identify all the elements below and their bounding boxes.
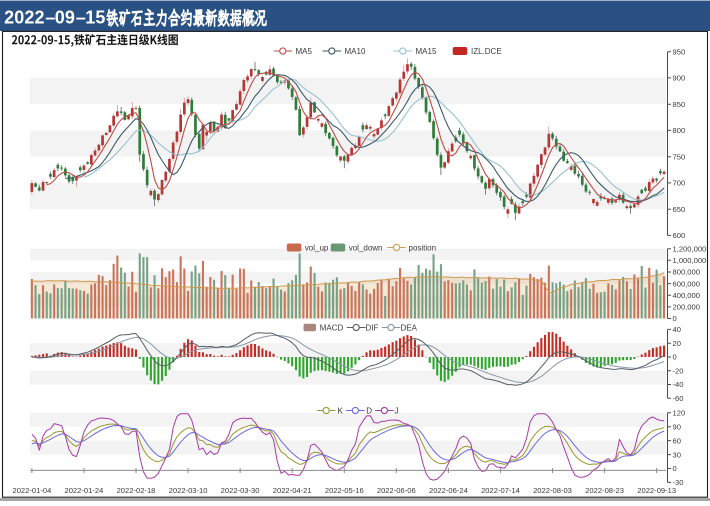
svg-text:600: 600 xyxy=(673,231,686,240)
svg-text:2022-01-24: 2022-01-24 xyxy=(64,486,103,495)
svg-text:MA5: MA5 xyxy=(296,47,313,56)
svg-text:60: 60 xyxy=(673,436,681,445)
svg-text:-20: -20 xyxy=(673,366,684,375)
svg-text:2022-01-04: 2022-01-04 xyxy=(12,486,51,495)
svg-text:2022-06-24: 2022-06-24 xyxy=(429,486,468,495)
svg-text:0: 0 xyxy=(673,464,677,473)
svg-text:700: 700 xyxy=(673,179,686,188)
svg-text:200,000: 200,000 xyxy=(673,303,700,312)
svg-text:2022–09–15: 2022–09–15 xyxy=(4,7,105,27)
svg-text:2022-08-23: 2022-08-23 xyxy=(585,486,624,495)
svg-text:90: 90 xyxy=(673,422,681,431)
svg-text:800,000: 800,000 xyxy=(673,268,700,277)
svg-text:2022-05-16: 2022-05-16 xyxy=(325,486,364,495)
svg-text:-60: -60 xyxy=(673,394,684,403)
svg-text:0: 0 xyxy=(673,353,677,362)
svg-text:MACD: MACD xyxy=(320,323,344,332)
svg-text:vol_up: vol_up xyxy=(305,243,329,252)
svg-text:400,000: 400,000 xyxy=(673,291,700,300)
svg-text:950: 950 xyxy=(673,47,686,56)
svg-text:2022-04-21: 2022-04-21 xyxy=(273,486,312,495)
svg-text:40: 40 xyxy=(673,325,681,334)
svg-text:DIF: DIF xyxy=(366,323,379,332)
svg-text:MA10: MA10 xyxy=(345,47,366,56)
svg-text:2022-06-06: 2022-06-06 xyxy=(377,486,416,495)
svg-text:position: position xyxy=(409,243,437,252)
svg-text:D: D xyxy=(366,406,372,415)
svg-text:2022-03-10: 2022-03-10 xyxy=(169,486,208,495)
svg-text:DEA: DEA xyxy=(401,323,418,332)
svg-text:800: 800 xyxy=(673,126,686,135)
svg-text:900: 900 xyxy=(673,74,686,83)
svg-text:1,200,000: 1,200,000 xyxy=(673,244,707,253)
svg-text:20: 20 xyxy=(673,339,681,348)
svg-text:30: 30 xyxy=(673,450,681,459)
svg-text:650: 650 xyxy=(673,205,686,214)
svg-text:120: 120 xyxy=(673,409,686,418)
svg-text:2022-02-18: 2022-02-18 xyxy=(117,486,156,495)
svg-text:MA15: MA15 xyxy=(416,47,437,56)
svg-text:K: K xyxy=(338,406,344,415)
svg-text:2022-03-30: 2022-03-30 xyxy=(221,486,260,495)
svg-text:2022-07-14: 2022-07-14 xyxy=(481,486,520,495)
svg-text:J: J xyxy=(395,406,399,415)
svg-text:850: 850 xyxy=(673,100,686,109)
svg-text:-40: -40 xyxy=(673,380,684,389)
svg-text:IZL.DCE: IZL.DCE xyxy=(471,47,502,56)
svg-text:2022-09-13: 2022-09-13 xyxy=(637,486,676,495)
svg-text:750: 750 xyxy=(673,152,686,161)
svg-text:vol_down: vol_down xyxy=(349,243,383,252)
svg-text:2022-08-03: 2022-08-03 xyxy=(533,486,572,495)
svg-text:0: 0 xyxy=(673,314,677,323)
svg-text:1,000,000: 1,000,000 xyxy=(673,256,707,265)
svg-text:600,000: 600,000 xyxy=(673,279,700,288)
